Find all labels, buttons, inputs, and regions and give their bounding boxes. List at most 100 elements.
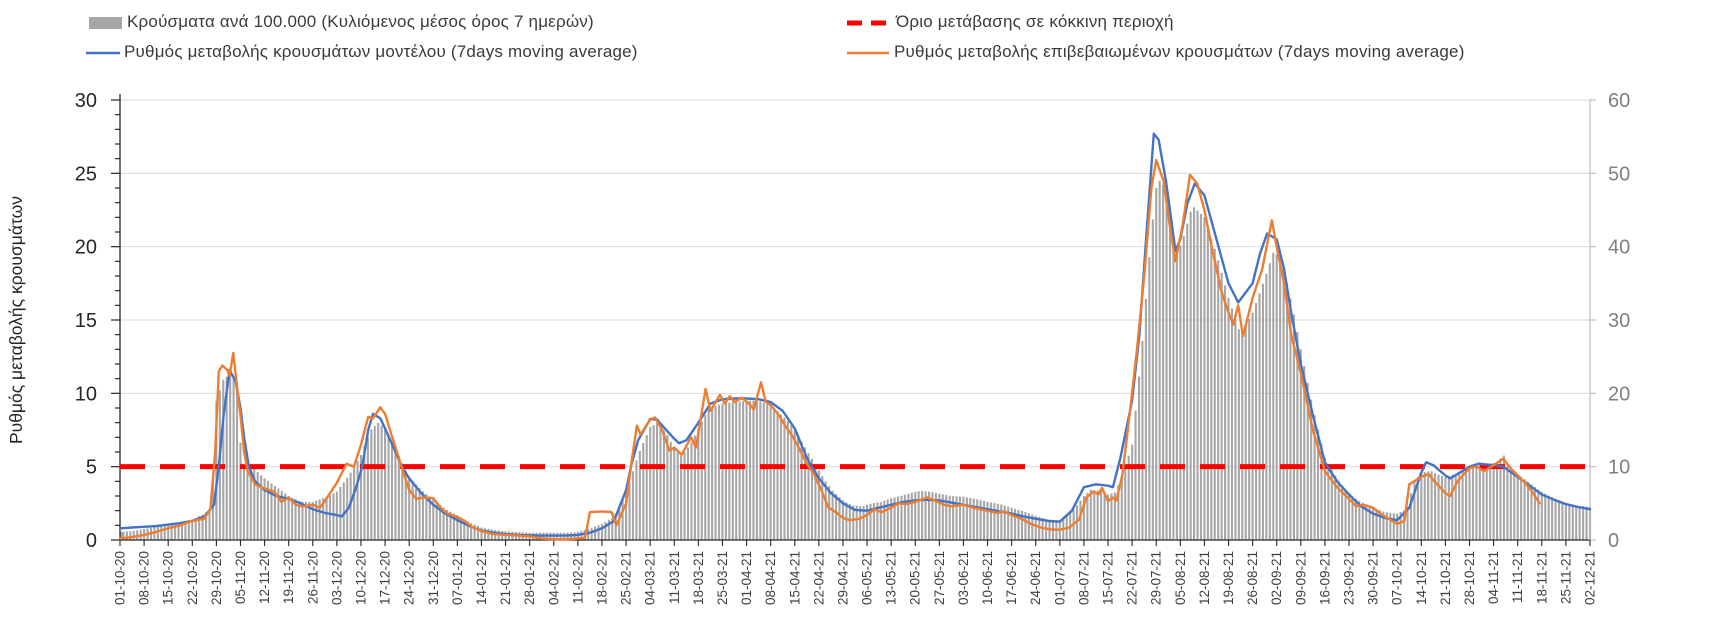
bar bbox=[177, 522, 180, 540]
bar bbox=[280, 490, 283, 540]
bar bbox=[931, 492, 934, 540]
bar bbox=[194, 517, 197, 540]
bar bbox=[339, 486, 342, 540]
bar bbox=[129, 531, 132, 540]
bar bbox=[1458, 472, 1461, 540]
bar bbox=[697, 428, 700, 540]
bar bbox=[311, 501, 314, 540]
bar bbox=[666, 435, 669, 540]
bar bbox=[297, 501, 301, 540]
bar bbox=[769, 405, 772, 540]
bar bbox=[941, 494, 944, 540]
bar bbox=[1093, 489, 1096, 540]
x-axis-label: 24-06-21 bbox=[1028, 551, 1043, 605]
bar bbox=[1014, 508, 1017, 540]
bar bbox=[1454, 473, 1457, 540]
x-axis-label: 10-12-20 bbox=[353, 551, 368, 605]
bar bbox=[201, 514, 204, 540]
bar bbox=[1423, 472, 1426, 540]
bar bbox=[1172, 242, 1175, 541]
bar bbox=[845, 502, 848, 540]
left-axis-tick-label: 10 bbox=[75, 383, 97, 405]
axes bbox=[111, 94, 1596, 546]
bar bbox=[1351, 496, 1354, 540]
bar bbox=[1575, 505, 1578, 540]
bar bbox=[1299, 349, 1302, 540]
bar bbox=[1096, 490, 1099, 540]
bar-series-swatch bbox=[89, 16, 122, 29]
bar bbox=[1248, 318, 1251, 540]
bar bbox=[1334, 475, 1337, 540]
bar bbox=[938, 493, 941, 540]
x-axis-label: 18-03-21 bbox=[691, 551, 706, 605]
x-axis-label: 26-08-21 bbox=[1245, 551, 1260, 605]
bar bbox=[1141, 340, 1144, 540]
x-axis-label: 12-08-21 bbox=[1197, 551, 1212, 605]
bar bbox=[1258, 293, 1261, 540]
bar bbox=[1492, 463, 1495, 540]
bar bbox=[380, 425, 383, 540]
bar bbox=[359, 454, 363, 540]
bar bbox=[1578, 505, 1581, 540]
bar bbox=[714, 406, 717, 540]
right-axis-tick-label: 50 bbox=[1608, 163, 1630, 185]
bar bbox=[1082, 496, 1085, 540]
bar bbox=[446, 510, 449, 540]
bar bbox=[1544, 493, 1547, 540]
bar bbox=[866, 504, 869, 540]
bar bbox=[628, 482, 631, 540]
bar bbox=[1206, 227, 1209, 540]
bar bbox=[1268, 263, 1271, 540]
bar bbox=[597, 525, 600, 540]
bar bbox=[645, 435, 648, 540]
bar bbox=[1485, 464, 1488, 540]
bar bbox=[404, 470, 407, 540]
x-axis-label: 28-10-21 bbox=[1462, 551, 1477, 605]
bar bbox=[848, 504, 851, 540]
legend-label-model-rate: Ρυθμός μεταβολής κρουσμάτων μοντέλου (7d… bbox=[124, 42, 638, 61]
bar bbox=[600, 523, 604, 540]
bar bbox=[456, 515, 459, 540]
bar bbox=[1375, 508, 1378, 540]
x-axis-label: 15-07-21 bbox=[1101, 551, 1116, 605]
bar bbox=[1561, 501, 1564, 540]
bar bbox=[239, 442, 242, 540]
x-axis-label: 06-05-21 bbox=[860, 551, 875, 605]
bar bbox=[742, 401, 745, 540]
bar bbox=[893, 497, 896, 540]
bar bbox=[638, 450, 641, 540]
bar bbox=[1306, 382, 1309, 540]
bar bbox=[132, 530, 135, 540]
bar bbox=[284, 493, 287, 540]
bar bbox=[587, 528, 590, 540]
x-axis-label: 18-11-21 bbox=[1534, 551, 1549, 604]
bar bbox=[318, 499, 321, 540]
bar bbox=[797, 435, 800, 540]
bar bbox=[649, 427, 652, 540]
bar bbox=[1134, 410, 1137, 540]
left-axis-tick-label: 20 bbox=[75, 237, 97, 259]
bar bbox=[876, 502, 879, 540]
bar bbox=[428, 496, 431, 540]
bar bbox=[814, 464, 817, 540]
bar bbox=[1313, 415, 1316, 540]
x-axis-label: 11-11-21 bbox=[1510, 551, 1525, 603]
bar bbox=[328, 494, 332, 540]
right-axis-tick-label: 10 bbox=[1608, 457, 1630, 479]
bar bbox=[160, 525, 163, 540]
bar bbox=[735, 401, 738, 540]
line-series bbox=[118, 132, 1592, 541]
left-axis-tick-label: 5 bbox=[86, 457, 97, 479]
bar bbox=[1151, 219, 1154, 540]
bar bbox=[1447, 475, 1450, 540]
bar bbox=[728, 402, 731, 540]
bar bbox=[717, 404, 721, 540]
bar bbox=[1475, 465, 1478, 540]
bar bbox=[824, 481, 827, 540]
bar bbox=[1175, 254, 1178, 540]
bar bbox=[996, 503, 999, 540]
bar bbox=[287, 496, 290, 540]
bar bbox=[993, 503, 996, 540]
x-axis-label: 01-10-20 bbox=[113, 551, 128, 605]
